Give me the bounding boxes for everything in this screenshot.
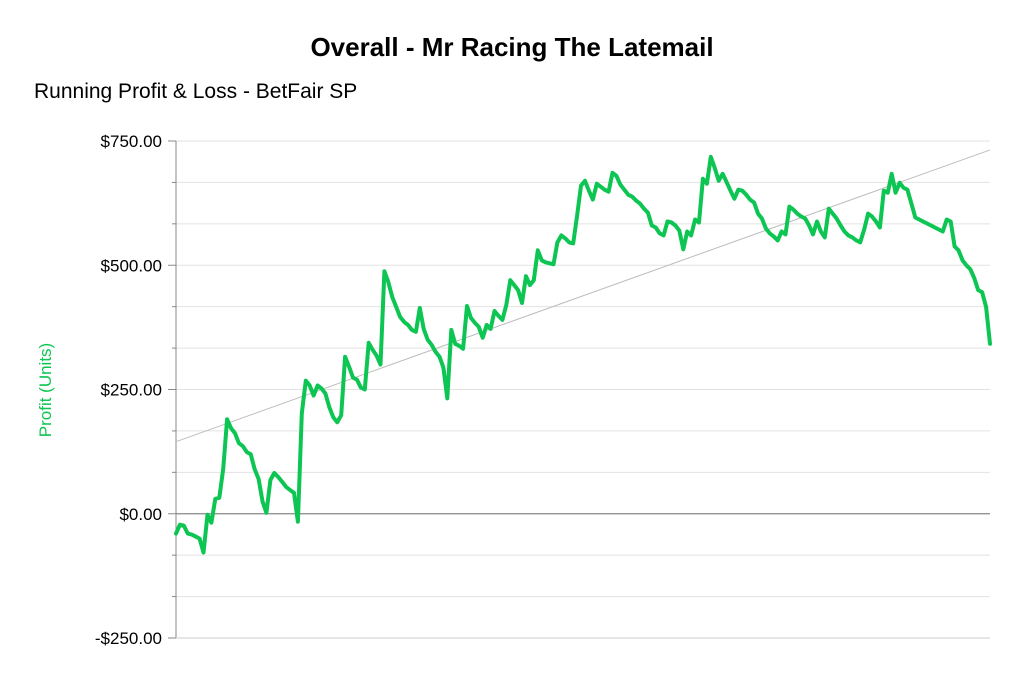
trendline-group — [175, 149, 991, 443]
y-tick-label: $750.00 — [101, 132, 162, 151]
trendline — [175, 149, 991, 443]
chart-subtitle: Running Profit & Loss - BetFair SP — [34, 80, 358, 103]
y-tick-label: -$250.00 — [95, 629, 162, 648]
y-tick-label: $0.00 — [119, 505, 162, 524]
profit-series-line — [174, 154, 992, 555]
y-tick-label: $500.00 — [101, 256, 162, 275]
y-tick-label: $250.00 — [101, 381, 162, 400]
series-group — [174, 154, 992, 555]
chart-title: Overall - Mr Racing The Latemail — [310, 32, 714, 62]
y-tick-labels: -$250.00 $0.00 $250.00 $500.00 $750.00 — [95, 132, 162, 648]
axes — [168, 140, 990, 639]
